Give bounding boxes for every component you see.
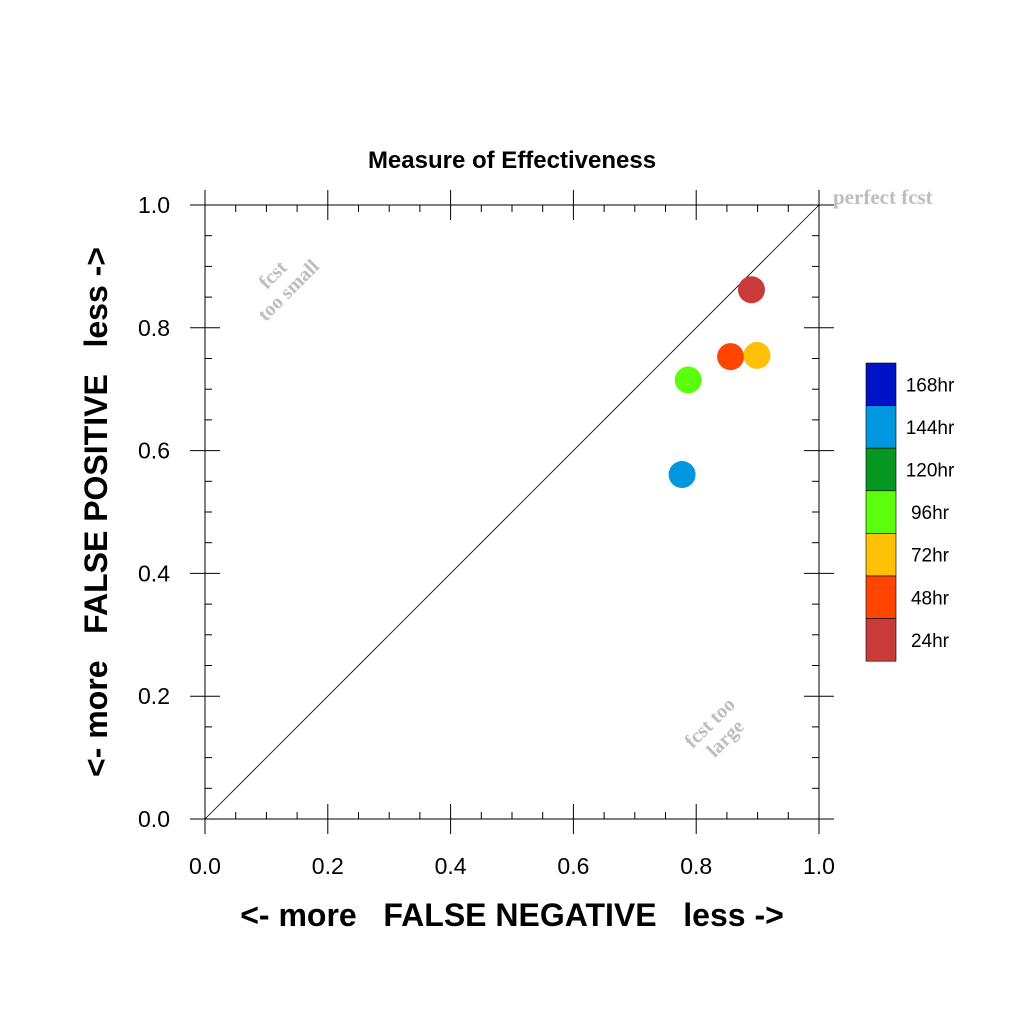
plot-area: 0.0 0.2 0.4 0.6 0.8 1.0 0.0 0.2 0.4 0.6 0.8 1.0 xyxy=(138,190,835,879)
data-point-96hr xyxy=(674,366,702,394)
chart-title: Measure of Effectiveness xyxy=(368,147,656,174)
y-tick-label: 1.0 xyxy=(138,192,170,218)
legend-swatch-48hr xyxy=(865,575,897,619)
y-axis-label: <- more FALSE POSITIVE less -> xyxy=(78,247,114,777)
annotation-too-small-line2: too small xyxy=(254,255,324,325)
reference-line xyxy=(204,204,820,820)
data-point-48hr xyxy=(717,343,745,371)
legend-swatch-96hr xyxy=(865,490,897,534)
legend-label: 24hr xyxy=(911,631,950,652)
legend-label: 120hr xyxy=(906,461,955,482)
data-point-24hr xyxy=(737,276,765,304)
legend-label: 48hr xyxy=(911,588,950,609)
x-tick-label: 0.2 xyxy=(312,853,344,879)
y-tick-label: 0.6 xyxy=(138,438,170,464)
y-tick-label: 0.8 xyxy=(138,315,170,341)
annotation-too-small: fcst too small xyxy=(254,255,324,325)
x-tick-label: 0.6 xyxy=(557,853,589,879)
data-point-144hr xyxy=(668,461,696,489)
y-tick-label: 0.4 xyxy=(138,560,170,586)
legend-swatch-144hr xyxy=(865,405,897,449)
data-point-72hr xyxy=(743,341,771,369)
x-tick-label: 0.0 xyxy=(189,853,221,879)
y-tick-label: 0.2 xyxy=(138,683,170,709)
legend-label: 144hr xyxy=(906,418,955,439)
x-tick-label: 0.4 xyxy=(435,853,467,879)
legend: 168hr 144hr 120hr 96hr 72hr 48hr 24hr xyxy=(865,362,955,662)
x-tick-label: 1.0 xyxy=(803,853,835,879)
legend-swatch-120hr xyxy=(865,447,897,492)
x-axis-label: <- more FALSE NEGATIVE less -> xyxy=(240,897,784,933)
annotation-too-large: fcst too large xyxy=(681,694,749,762)
legend-swatch-24hr xyxy=(865,618,897,662)
legend-label: 168hr xyxy=(906,375,955,396)
y-tick-label: 0.0 xyxy=(138,806,170,832)
x-tick-label: 0.8 xyxy=(680,853,712,879)
legend-swatch-72hr xyxy=(865,533,897,577)
legend-swatch-168hr xyxy=(865,362,897,406)
legend-label: 96hr xyxy=(911,503,950,524)
perfect-fcst-label: perfect fcst xyxy=(833,185,933,209)
legend-label: 72hr xyxy=(911,546,950,567)
